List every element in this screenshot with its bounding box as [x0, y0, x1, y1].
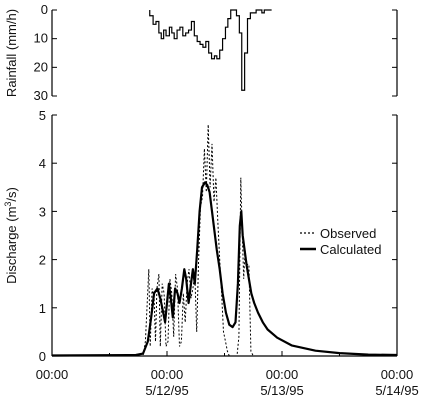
rainfall-tick-label: 0 — [41, 2, 48, 17]
rainfall-axis-label: Rainfall (mm/h) — [4, 9, 19, 97]
x-tick-date-label: 5/13/95 — [260, 383, 303, 398]
rainfall-step-line — [149, 9, 272, 91]
x-tick-date-label: 5/14/95 — [375, 383, 418, 398]
discharge-tick-label: 1 — [39, 301, 46, 316]
x-tick-time-label: 00:00 — [381, 367, 414, 382]
discharge-tick-label: 4 — [39, 156, 46, 171]
x-tick-time-label: 00:00 — [266, 367, 299, 382]
rainfall-tick-label: 20 — [34, 59, 48, 74]
rainfall-tick-label: 10 — [34, 31, 48, 46]
x-tick-date-label: 5/12/95 — [145, 383, 188, 398]
rainfall-tick-label: 30 — [34, 88, 48, 103]
discharge-tick-label: 0 — [39, 349, 46, 364]
legend-label-observed: Observed — [320, 226, 376, 241]
legend-label-calculated: Calculated — [320, 242, 381, 257]
discharge-tick-label: 5 — [39, 108, 46, 123]
discharge-tick-label: 2 — [39, 253, 46, 268]
series-observed-line — [52, 124, 397, 357]
x-tick-time-label: 00:00 — [36, 367, 69, 382]
rainfall-panel: 0 10 20 30 Rainfall (mm/h) — [4, 2, 398, 103]
discharge-tick-label: 3 — [39, 204, 46, 219]
discharge-axis-label: Discharge (m3/s) — [3, 187, 19, 284]
x-tick-time-label: 00:00 — [151, 367, 184, 382]
series-calculated-line — [51, 181, 398, 357]
